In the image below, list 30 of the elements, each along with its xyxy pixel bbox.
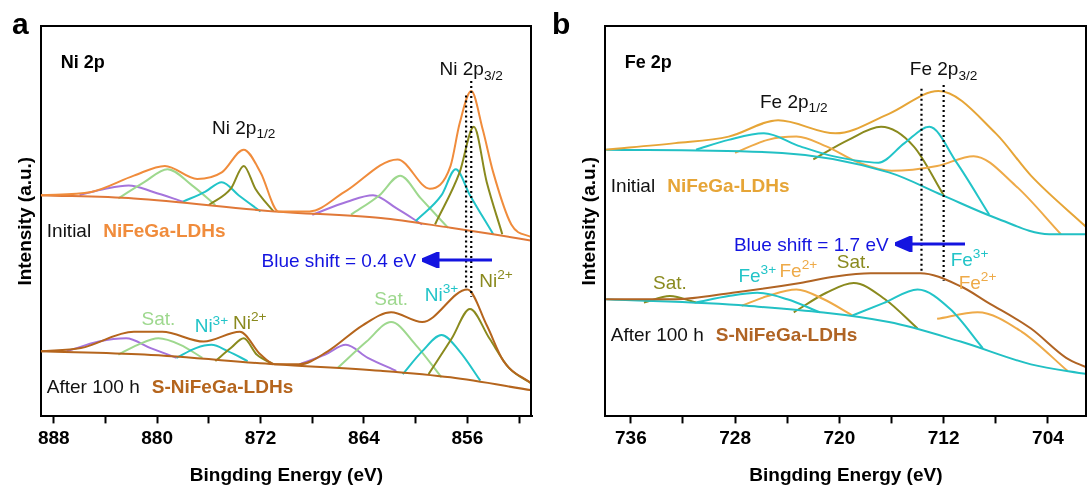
series-label: S-NiFeGa-LDHs (715, 324, 858, 346)
x-tick-label: 880 (141, 427, 173, 449)
annotation: Initial (46, 220, 92, 242)
x-tick-label: 872 (244, 427, 277, 449)
chart-title: Ni 2p (60, 52, 105, 72)
annotation: After 100 h (46, 376, 140, 398)
x-tick-label: 736 (615, 427, 647, 449)
annotation: Initial (610, 174, 656, 196)
series-label: Sat. (141, 307, 176, 329)
y-axis-title: Intensity (a.u.) (577, 156, 599, 286)
series-label: NiFeGa-LDHs (103, 220, 226, 242)
series-label: Sat. (653, 272, 687, 294)
chart-title: Fe 2p (624, 52, 672, 72)
x-axis-title: Bingding Energy (eV) (189, 463, 383, 485)
series-label: NiFeGa-LDHs (667, 174, 790, 196)
text: b (552, 7, 571, 40)
x-tick-label: 864 (348, 427, 381, 449)
annotation: Blue shift = 0.4 eV (261, 250, 417, 272)
text: Sat. (374, 288, 409, 310)
text: a (12, 7, 29, 40)
annotation: After 100 h (610, 324, 704, 346)
x-tick-label: 712 (927, 427, 960, 449)
x-axis-title: Bingding Energy (eV) (749, 463, 943, 485)
y-axis-title: Intensity (a.u.) (13, 156, 35, 286)
x-tick-label: 728 (719, 427, 751, 449)
x-tick-label: 704 (1032, 427, 1065, 449)
x-tick-label: 720 (823, 427, 856, 449)
x-tick-label: 888 (37, 427, 70, 449)
x-tick-label: 856 (451, 427, 484, 449)
series-label: S-NiFeGa-LDHs (151, 376, 294, 398)
